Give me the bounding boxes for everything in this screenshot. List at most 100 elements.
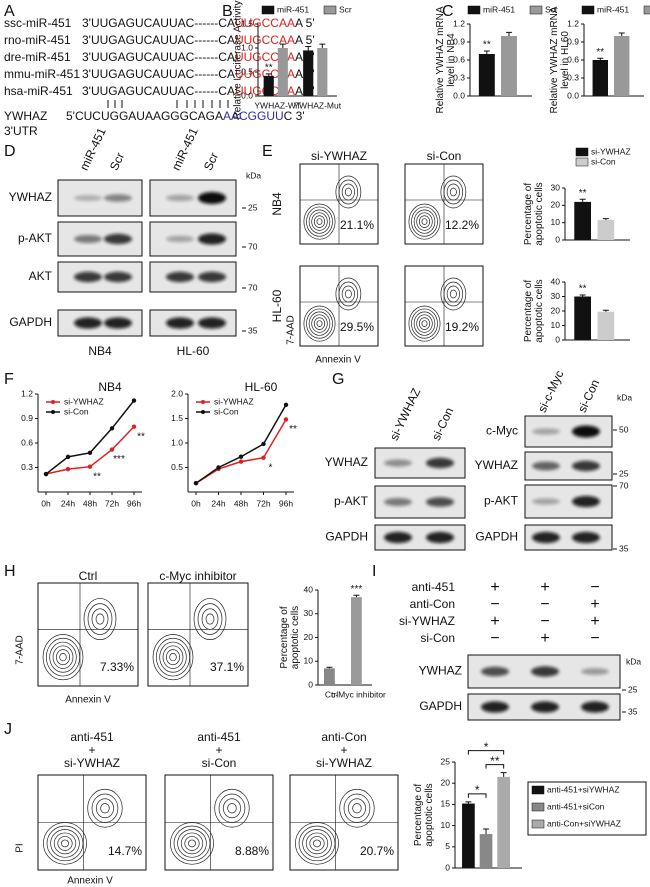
point bbox=[131, 398, 137, 403]
legend-label: si-YWHAZ bbox=[214, 396, 254, 406]
contour bbox=[193, 598, 227, 641]
band bbox=[166, 317, 194, 329]
contour bbox=[306, 308, 333, 339]
band bbox=[572, 425, 600, 438]
point bbox=[109, 426, 115, 431]
legend-swatch bbox=[261, 5, 275, 15]
legend-dot bbox=[51, 400, 55, 404]
plot-title: + bbox=[215, 743, 222, 757]
kda-label: kDa bbox=[246, 170, 261, 180]
treatment-sign: − bbox=[490, 630, 499, 647]
contour bbox=[347, 798, 366, 819]
y-axis-label: Percentage of bbox=[523, 183, 534, 245]
contour bbox=[311, 212, 328, 231]
y-tick-label: 0.3 bbox=[567, 72, 579, 82]
error-bar bbox=[602, 218, 609, 221]
band bbox=[426, 457, 454, 469]
y-tick-label: 10 bbox=[441, 820, 451, 830]
legend-swatch bbox=[643, 5, 650, 15]
bar bbox=[263, 75, 274, 96]
row-label: HL-60 bbox=[270, 289, 284, 322]
y-tick-label: 25 bbox=[441, 756, 451, 766]
y-tick-label: 0.5 bbox=[171, 462, 183, 472]
contour bbox=[339, 788, 375, 828]
y-tick-label: 0 bbox=[308, 679, 313, 689]
marker-label: 70 bbox=[619, 480, 629, 490]
line bbox=[195, 404, 287, 484]
treatment-label: anti-451 bbox=[412, 580, 456, 594]
band bbox=[572, 531, 600, 544]
bar bbox=[597, 311, 615, 340]
protein-label: p-AKT bbox=[334, 494, 369, 508]
percent-label: 20.7% bbox=[360, 844, 394, 858]
bar bbox=[351, 597, 362, 685]
y-axis-label: apoptotic cells bbox=[534, 279, 545, 342]
band bbox=[531, 666, 559, 677]
legend-label: si-Con bbox=[214, 406, 239, 416]
y-tick-label: 10 bbox=[304, 656, 314, 666]
contour bbox=[188, 839, 196, 848]
sequence-part: A 5' bbox=[295, 16, 315, 30]
contour bbox=[335, 277, 362, 311]
treatment-sign: − bbox=[490, 596, 499, 613]
y-tick-label: 15 bbox=[441, 799, 451, 809]
band bbox=[481, 666, 509, 677]
legend-swatch bbox=[531, 819, 545, 829]
significance: ** bbox=[579, 188, 587, 199]
error-bar bbox=[597, 57, 604, 60]
y-tick-label: 0.6 bbox=[453, 54, 465, 64]
percent-label: 37.1% bbox=[210, 660, 244, 674]
y-tick-label: 1.5 bbox=[241, 18, 253, 28]
contour bbox=[416, 212, 433, 231]
band bbox=[104, 194, 132, 202]
treatment-sign: − bbox=[590, 630, 599, 647]
y-tick-label: 0 bbox=[555, 334, 560, 344]
point bbox=[65, 466, 71, 472]
y-axis-label: apoptotic cells bbox=[424, 783, 435, 846]
contour bbox=[53, 832, 77, 855]
marker-label: 25 bbox=[248, 202, 258, 212]
y-tick-label: 1.0 bbox=[241, 42, 253, 52]
significance: *** bbox=[351, 584, 363, 595]
contour bbox=[302, 829, 332, 858]
kda-label: kDa bbox=[626, 656, 641, 666]
mirna-name: hsa-miR-451 bbox=[4, 84, 73, 98]
cell-line: NB4 bbox=[88, 344, 112, 358]
contour bbox=[42, 634, 84, 681]
band bbox=[74, 317, 102, 329]
x-tick-label: 96h bbox=[127, 498, 141, 508]
contour bbox=[421, 218, 428, 225]
plot-title: anti-451 bbox=[197, 730, 241, 744]
contour bbox=[311, 314, 328, 333]
marker-label: 35 bbox=[248, 325, 258, 335]
treatment-sign: − bbox=[590, 579, 599, 596]
lane-label: miR-451 bbox=[77, 125, 109, 172]
y-tick-label: 10 bbox=[551, 320, 561, 330]
percent-label: 7.33% bbox=[100, 660, 134, 674]
bar bbox=[324, 668, 335, 685]
legend-dot bbox=[201, 410, 205, 414]
error-bar bbox=[579, 294, 586, 297]
bar bbox=[501, 36, 517, 96]
lane-label: Scr bbox=[107, 150, 127, 172]
band bbox=[198, 192, 226, 204]
band bbox=[104, 233, 132, 245]
contour bbox=[313, 317, 326, 330]
legend-swatch bbox=[529, 5, 543, 15]
plot-title: Ctrl bbox=[79, 569, 98, 583]
marker-label: 70 bbox=[248, 241, 258, 251]
error-bar bbox=[483, 50, 490, 54]
contour bbox=[408, 203, 441, 240]
percent-label: 19.2% bbox=[445, 320, 479, 334]
marker-label: 25 bbox=[619, 468, 629, 478]
y-tick-label: 0.5 bbox=[241, 66, 253, 76]
legend-label: si-YWHAZ bbox=[64, 396, 104, 406]
panel-label: H bbox=[4, 563, 16, 580]
band bbox=[74, 235, 102, 243]
band bbox=[166, 271, 194, 283]
y-axis-label: PI bbox=[15, 843, 26, 852]
sequence-part: UUGCCAA bbox=[235, 16, 295, 30]
significance: * bbox=[484, 740, 489, 754]
y-tick-label: 0.6 bbox=[567, 54, 579, 64]
plot-title: si-Con bbox=[427, 149, 462, 163]
